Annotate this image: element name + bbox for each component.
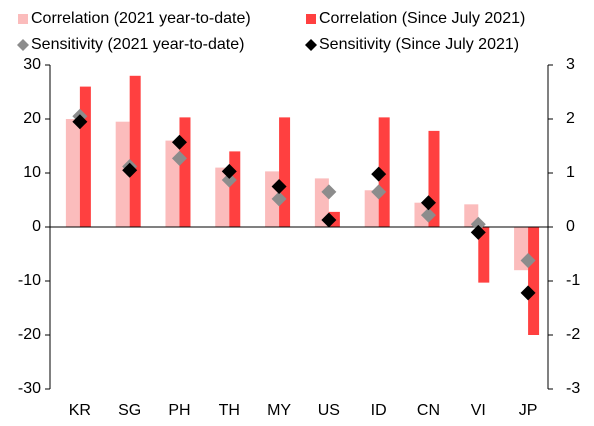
y-tick-label: -30: [18, 380, 41, 397]
bar: [428, 130, 440, 227]
bar: [364, 190, 379, 227]
marker: [321, 184, 337, 200]
marker: [470, 216, 486, 232]
marker: [122, 162, 138, 178]
y2-tick-label: 0: [566, 218, 575, 235]
bar: [79, 86, 91, 227]
legend-label: Correlation (2021 year-to-date): [31, 10, 251, 27]
y2-tick-label: -3: [566, 380, 580, 397]
marker: [420, 207, 436, 223]
bar: [179, 117, 191, 227]
bar: [115, 121, 130, 227]
x-tick-label: VI: [471, 402, 486, 419]
bar: [478, 227, 490, 283]
marker: [171, 150, 187, 166]
x-tick-label: CN: [417, 402, 440, 419]
marker: [271, 179, 287, 194]
x-tick-label: KR: [69, 402, 91, 419]
legend-swatch: [306, 14, 316, 24]
y-tick-label: 10: [23, 164, 41, 181]
x-tick-label: PH: [168, 402, 190, 419]
x-tick-label: ID: [371, 402, 387, 419]
legend-label: Sensitivity (Since July 2021): [319, 36, 519, 53]
bar: [129, 75, 141, 227]
bar: [65, 119, 80, 227]
legend-swatch: [18, 14, 28, 24]
y2-tick-label: 3: [566, 56, 575, 73]
legend-swatch: [305, 39, 317, 51]
y2-tick-label: -2: [566, 326, 580, 343]
marker: [371, 166, 387, 182]
marker: [470, 224, 486, 240]
y2-tick-label: -1: [566, 272, 580, 289]
marker: [271, 191, 287, 207]
marker: [221, 163, 237, 179]
marker: [221, 172, 237, 188]
marker: [171, 134, 187, 150]
marker: [321, 212, 337, 228]
legend-swatch: [17, 39, 29, 51]
x-tick-label: MY: [267, 402, 291, 419]
y-tick-label: -20: [18, 326, 41, 343]
x-tick-label: US: [318, 402, 340, 419]
y-tick-label: 0: [32, 218, 41, 235]
x-tick-label: SG: [118, 402, 141, 419]
marker: [420, 195, 436, 211]
marker: [520, 252, 536, 268]
y-tick-label: 30: [23, 56, 41, 73]
marker: [72, 114, 88, 130]
y-tick-label: 20: [23, 110, 41, 127]
x-tick-label: JP: [519, 402, 538, 419]
bar: [528, 227, 540, 335]
legend-label: Correlation (Since July 2021): [319, 10, 525, 27]
bar: [279, 117, 291, 227]
x-tick-label: TH: [219, 402, 240, 419]
y2-tick-label: 1: [566, 164, 575, 181]
marker: [371, 184, 387, 200]
legend-label: Sensitivity (2021 year-to-date): [31, 36, 244, 53]
y2-tick-label: 2: [566, 110, 575, 127]
y-tick-label: -10: [18, 272, 41, 289]
marker: [520, 285, 536, 301]
bar: [229, 151, 241, 227]
